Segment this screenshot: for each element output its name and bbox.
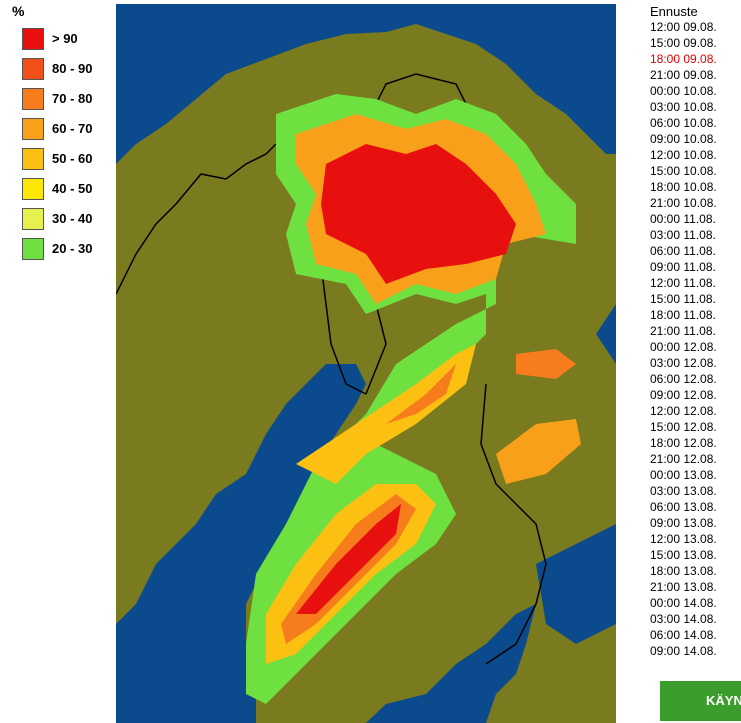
forecast-time[interactable]: 15:00 12.08. — [650, 420, 717, 434]
forecast-time[interactable]: 18:00 13.08. — [650, 564, 717, 578]
forecast-time[interactable]: 12:00 13.08. — [650, 532, 717, 546]
forecast-time[interactable]: 00:00 12.08. — [650, 340, 717, 354]
forecast-time[interactable]: 03:00 14.08. — [650, 612, 717, 626]
legend-label: 40 - 50 — [52, 181, 93, 196]
forecast-time[interactable]: 15:00 11.08. — [650, 292, 716, 306]
forecast-time[interactable]: 15:00 13.08. — [650, 548, 717, 562]
map — [116, 4, 616, 723]
legend-label: > 90 — [52, 31, 78, 46]
legend-swatch — [22, 178, 44, 200]
forecast-time[interactable]: 00:00 11.08. — [650, 212, 716, 226]
forecast-time[interactable]: 09:00 10.08. — [650, 132, 717, 146]
forecast-time[interactable]: 00:00 13.08. — [650, 468, 717, 482]
forecast-time[interactable]: 18:00 11.08. — [650, 308, 716, 322]
forecast-time[interactable]: 15:00 10.08. — [650, 164, 717, 178]
legend-label: 50 - 60 — [52, 151, 93, 166]
forecast-time[interactable]: 21:00 13.08. — [650, 580, 717, 594]
legend-label: 60 - 70 — [52, 121, 93, 136]
forecast-time[interactable]: 15:00 09.08. — [650, 36, 717, 50]
probability-areas — [246, 94, 581, 704]
forecast-time[interactable]: 06:00 12.08. — [650, 372, 717, 386]
forecast-time[interactable]: 21:00 12.08. — [650, 452, 717, 466]
legend-label: 70 - 80 — [52, 91, 93, 106]
forecast-time[interactable]: 18:00 10.08. — [650, 180, 717, 194]
legend-swatch — [22, 118, 44, 140]
legend-title: % — [12, 3, 25, 19]
forecast-time[interactable]: 03:00 12.08. — [650, 356, 717, 370]
forecast-time[interactable]: 06:00 13.08. — [650, 500, 717, 514]
forecast-time[interactable]: 03:00 13.08. — [650, 484, 717, 498]
forecast-time[interactable]: 21:00 09.08. — [650, 68, 717, 82]
forecast-time[interactable]: 00:00 10.08. — [650, 84, 717, 98]
forecast-time[interactable]: 09:00 12.08. — [650, 388, 717, 402]
forecast-time[interactable]: 03:00 11.08. — [650, 228, 716, 242]
legend-swatch — [22, 238, 44, 260]
legend-swatch — [22, 28, 44, 50]
forecast-time[interactable]: 06:00 10.08. — [650, 116, 717, 130]
legend-label: 20 - 30 — [52, 241, 93, 256]
forecast-time[interactable]: 00:00 14.08. — [650, 596, 717, 610]
legend-swatch — [22, 208, 44, 230]
forecast-time[interactable]: 21:00 11.08. — [650, 324, 716, 338]
forecast-time[interactable]: 12:00 11.08. — [650, 276, 716, 290]
forecast-time[interactable]: 09:00 13.08. — [650, 516, 717, 530]
forecast-time[interactable]: 18:00 12.08. — [650, 436, 717, 450]
forecast-time[interactable]: 03:00 10.08. — [650, 100, 717, 114]
forecast-time[interactable]: 06:00 11.08. — [650, 244, 716, 258]
forecast-time[interactable]: 12:00 10.08. — [650, 148, 717, 162]
forecast-title: Ennuste — [650, 4, 698, 19]
forecast-time[interactable]: 12:00 12.08. — [650, 404, 717, 418]
legend-swatch — [22, 58, 44, 80]
legend-label: 80 - 90 — [52, 61, 93, 76]
forecast-time[interactable]: 06:00 14.08. — [650, 628, 717, 642]
forecast-time[interactable]: 09:00 14.08. — [650, 644, 717, 658]
forecast-time[interactable]: 09:00 11.08. — [650, 260, 716, 274]
start-button[interactable]: KÄYN — [660, 681, 741, 721]
legend-swatch — [22, 148, 44, 170]
forecast-time[interactable]: 18:00 09.08. — [650, 52, 717, 66]
forecast-time[interactable]: 21:00 10.08. — [650, 196, 717, 210]
legend-swatch — [22, 88, 44, 110]
legend-label: 30 - 40 — [52, 211, 93, 226]
forecast-time[interactable]: 12:00 09.08. — [650, 20, 717, 34]
